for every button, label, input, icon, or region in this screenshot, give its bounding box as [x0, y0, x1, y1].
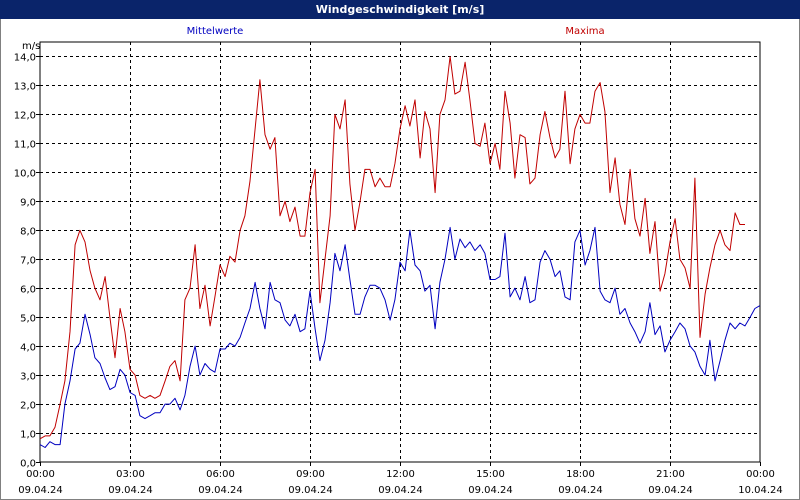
y-axis-label: m/s: [22, 41, 40, 52]
grid-lines: [40, 42, 760, 462]
x-tick-time-label: 15:00: [476, 469, 505, 480]
y-tick-label: 14,0: [14, 53, 36, 64]
y-tick-label: 3,0: [20, 372, 36, 383]
window-title: Windgeschwindigkeit [m/s]: [0, 0, 800, 19]
x-tick-date-label: 09.04.24: [468, 485, 513, 496]
x-tick-date-label: 09.04.24: [288, 485, 333, 496]
y-tick-label: 10,0: [14, 169, 36, 180]
x-tick-time-label: 18:00: [566, 469, 595, 480]
x-tick-time-label: 09:00: [296, 469, 325, 480]
y-tick-label: 5,0: [20, 314, 36, 325]
y-tick-label: 2,0: [20, 401, 36, 412]
x-tick-date-label: 09.04.24: [558, 485, 603, 496]
x-axis-ticks: 00:00 09.04.24 03:00 09.04.24 06:00 09.04.24 0…: [18, 462, 783, 496]
x-tick-time-label: 00:00: [26, 469, 55, 480]
legend-maxima: Maxima: [565, 26, 604, 37]
x-tick-time-label: 00:00: [746, 469, 775, 480]
x-tick-time-label: 03:00: [116, 469, 145, 480]
x-tick-time-label: 21:00: [656, 469, 685, 480]
y-tick-label: 11,0: [14, 140, 36, 151]
x-tick-date-label: 09.04.24: [18, 485, 63, 496]
y-tick-label: 1,0: [20, 430, 36, 441]
x-tick-time-label: 06:00: [206, 469, 235, 480]
y-tick-label: 9,0: [20, 198, 36, 209]
y-tick-label: 6,0: [20, 285, 36, 296]
x-tick-date-label: 10.04.24: [738, 485, 783, 496]
legend-mittelwerte: Mittelwerte: [187, 26, 244, 37]
y-tick-label: 12,0: [14, 111, 36, 122]
y-tick-label: 7,0: [20, 256, 36, 267]
series-line-mittelwerte: [39, 226, 761, 448]
y-tick-label: 13,0: [14, 82, 36, 93]
y-tick-label: 0,0: [20, 459, 36, 470]
x-tick-date-label: 09.04.24: [648, 485, 693, 496]
y-tick-label: 8,0: [20, 227, 36, 238]
y-axis-ticks: 0,0 1,0 2,0 3,0 4,0 5,0 6,0 7,0 8,0 9,0 10,0 11,0 12…: [14, 53, 40, 470]
series-layer: [39, 56, 761, 448]
y-tick-label: 4,0: [20, 343, 36, 354]
x-tick-date-label: 09.04.24: [198, 485, 243, 496]
x-tick-date-label: 09.04.24: [108, 485, 153, 496]
series-line-maxima: [39, 56, 745, 440]
x-tick-time-label: 12:00: [386, 469, 415, 480]
x-tick-date-label: 09.04.24: [378, 485, 423, 496]
